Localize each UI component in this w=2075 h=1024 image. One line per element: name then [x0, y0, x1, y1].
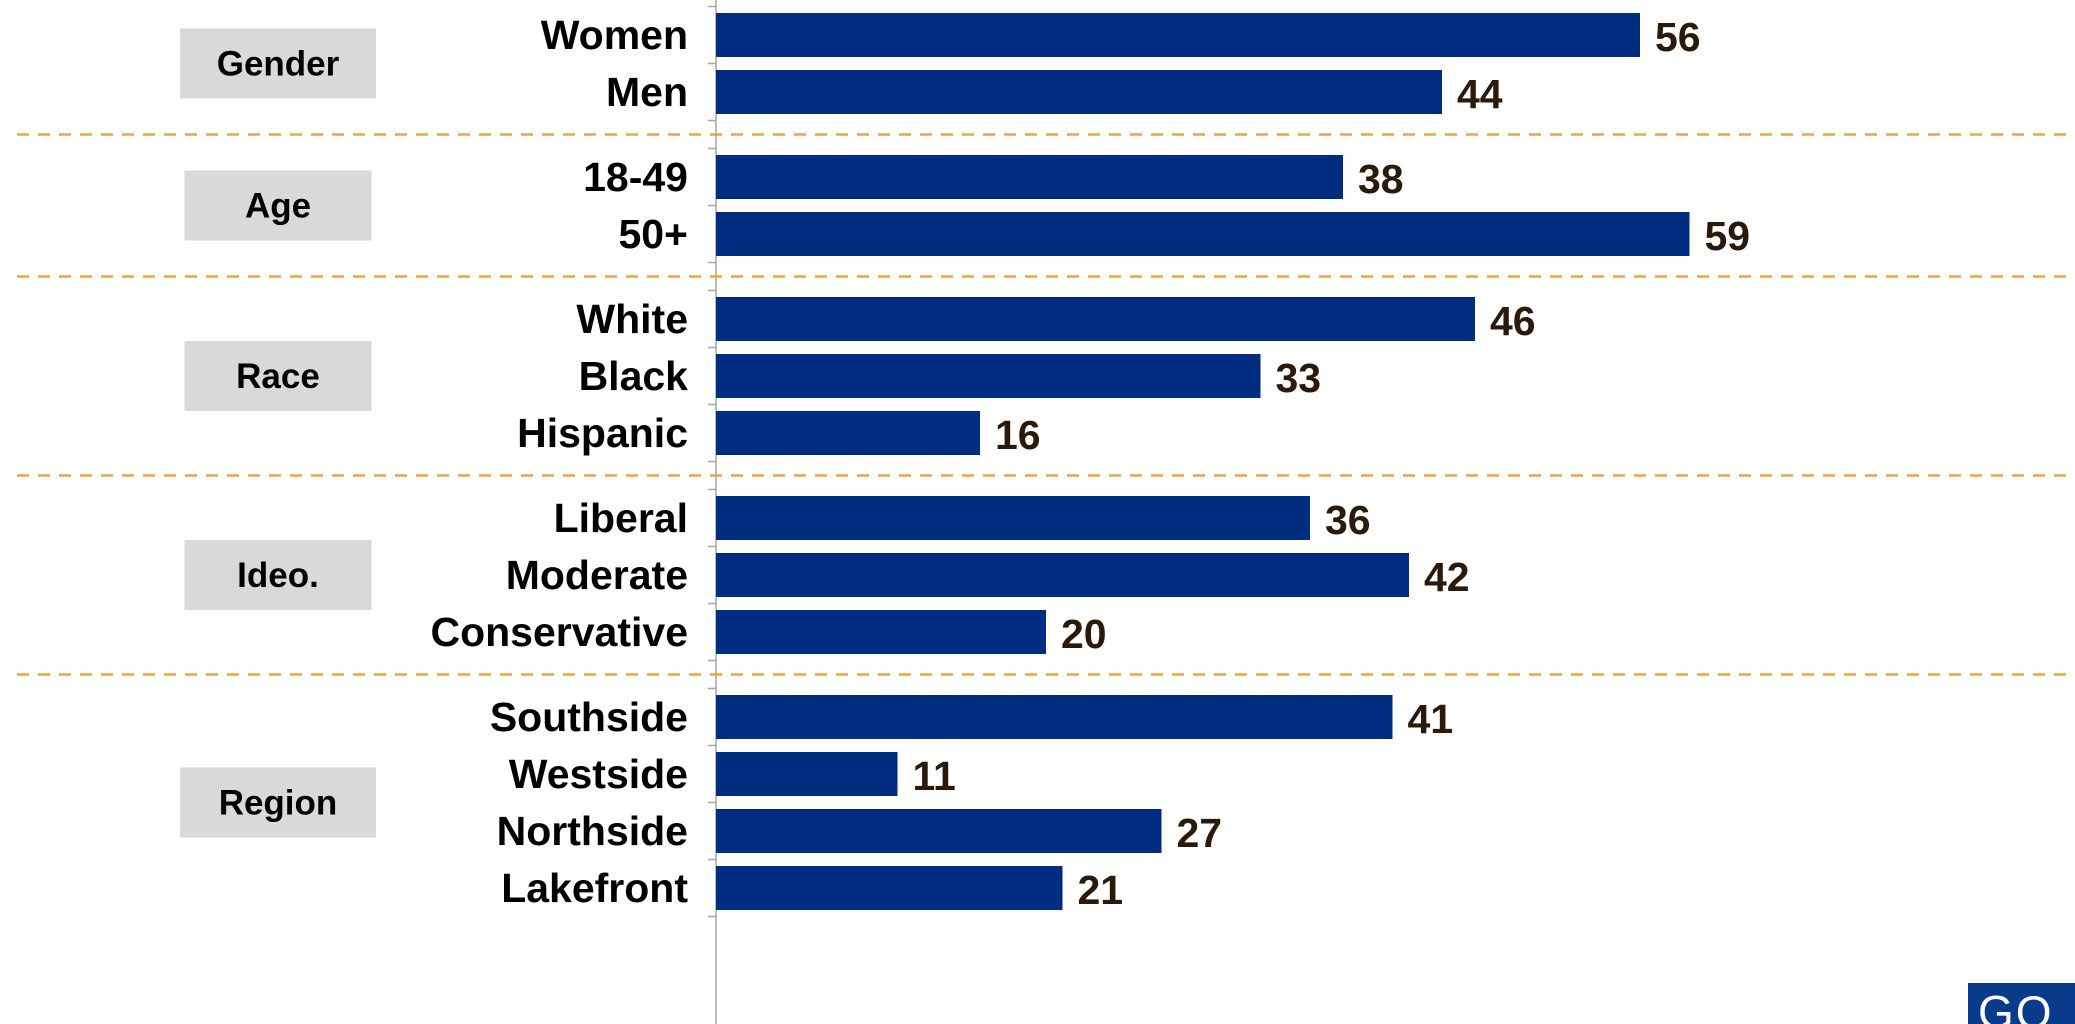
group-label-region: Region: [219, 784, 338, 823]
bar-conservative: [716, 610, 1046, 654]
category-label-18-49: 18-49: [583, 154, 688, 200]
group-label-race: Race: [236, 357, 320, 396]
value-label-white: 46: [1490, 298, 1536, 344]
category-label-liberal: Liberal: [554, 495, 688, 541]
group-label-box: [184, 170, 372, 241]
category-label-white: White: [576, 296, 688, 342]
group-label-box: [180, 28, 376, 99]
value-label-18-49: 38: [1358, 156, 1404, 202]
value-label-hispanic: 16: [995, 412, 1041, 458]
value-label-50: 59: [1705, 213, 1751, 259]
category-label-black: Black: [579, 353, 689, 399]
bar-lakefront: [716, 866, 1063, 910]
bar-moderate: [716, 553, 1409, 597]
bar-northside: [716, 809, 1162, 853]
value-label-moderate: 42: [1424, 554, 1470, 600]
category-label-northside: Northside: [497, 808, 688, 854]
bar-women: [716, 13, 1640, 57]
category-label-50: 50+: [618, 211, 688, 257]
value-label-black: 33: [1276, 355, 1322, 401]
value-label-westside: 11: [913, 753, 956, 799]
value-label-women: 56: [1655, 14, 1701, 60]
category-label-lakefront: Lakefront: [501, 865, 688, 911]
bar-white: [716, 297, 1475, 341]
category-label-southside: Southside: [490, 694, 688, 740]
group-label-box: [184, 540, 372, 610]
category-label-conservative: Conservative: [430, 609, 688, 655]
bar-50: [716, 212, 1690, 256]
bar-18-49: [716, 155, 1343, 199]
group-label-ideo: Ideo.: [237, 556, 319, 595]
group-label-box: [184, 341, 372, 411]
bar-westside: [716, 752, 898, 796]
category-label-men: Men: [606, 69, 688, 115]
category-label-moderate: Moderate: [506, 552, 688, 598]
bar-liberal: [716, 496, 1310, 540]
value-label-conservative: 20: [1061, 611, 1107, 657]
value-label-liberal: 36: [1325, 497, 1371, 543]
bar-men: [716, 70, 1442, 114]
brand-logo-text: GQ: [1978, 986, 2054, 1024]
value-label-northside: 27: [1177, 810, 1223, 856]
bar-hispanic: [716, 411, 980, 455]
category-label-hispanic: Hispanic: [517, 410, 688, 456]
category-label-women: Women: [541, 12, 688, 58]
group-label-age: Age: [245, 187, 311, 226]
category-label-westside: Westside: [509, 751, 688, 797]
group-label-gender: Gender: [217, 45, 340, 84]
bar-southside: [716, 695, 1393, 739]
value-label-lakefront: 21: [1078, 867, 1124, 913]
brand-logo: GQ: [1968, 983, 2075, 1024]
value-label-men: 44: [1457, 71, 1503, 117]
group-label-box: [180, 767, 376, 838]
value-label-southside: 41: [1408, 696, 1454, 742]
bar-black: [716, 354, 1261, 398]
